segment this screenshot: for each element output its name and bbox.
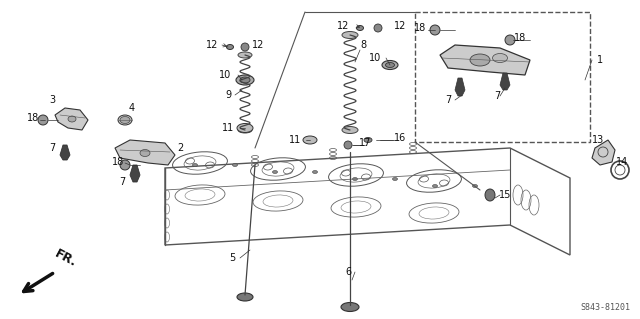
Ellipse shape [341,302,359,311]
Ellipse shape [68,116,76,122]
Ellipse shape [237,293,253,301]
Polygon shape [130,165,140,182]
Text: 15: 15 [499,190,511,200]
Text: 9: 9 [225,90,231,100]
Ellipse shape [485,189,495,201]
Ellipse shape [140,150,150,157]
Text: 11: 11 [289,135,301,145]
Polygon shape [455,78,465,96]
Text: 10: 10 [219,70,231,80]
Ellipse shape [312,170,317,174]
Text: 18: 18 [112,157,124,167]
Text: 8: 8 [360,40,366,50]
Ellipse shape [118,115,132,125]
Circle shape [430,25,440,35]
Text: 3: 3 [49,95,55,105]
Text: 4: 4 [129,103,135,113]
Text: 7: 7 [494,91,500,101]
Text: FR.: FR. [52,248,79,270]
Polygon shape [592,140,615,165]
Text: 6: 6 [345,267,351,277]
Ellipse shape [385,63,394,68]
Text: 18: 18 [514,33,526,43]
Ellipse shape [433,184,438,188]
Ellipse shape [364,137,372,143]
Ellipse shape [342,127,358,133]
Text: S843-81201: S843-81201 [580,303,630,312]
Text: 16: 16 [394,133,406,143]
Ellipse shape [382,61,398,70]
Text: 7: 7 [49,143,55,153]
Ellipse shape [353,177,358,181]
Ellipse shape [493,54,508,63]
Text: 13: 13 [592,135,604,145]
Bar [415,12,590,142]
Ellipse shape [236,75,254,85]
Ellipse shape [273,170,278,174]
Ellipse shape [470,54,490,66]
Ellipse shape [240,77,250,83]
Ellipse shape [193,164,198,167]
Ellipse shape [356,26,364,31]
Text: 10: 10 [369,53,381,63]
Ellipse shape [303,136,317,144]
Polygon shape [440,45,530,75]
Circle shape [344,141,352,149]
Text: 11: 11 [222,123,234,133]
Ellipse shape [238,127,252,133]
Circle shape [374,24,382,32]
Text: 1: 1 [597,55,603,65]
Polygon shape [55,108,88,130]
Text: 2: 2 [177,143,183,153]
Polygon shape [115,140,175,165]
Ellipse shape [227,44,234,49]
Ellipse shape [472,184,477,188]
Ellipse shape [232,164,237,167]
Circle shape [120,160,130,170]
Text: 14: 14 [616,157,628,167]
Ellipse shape [342,32,358,39]
Text: 12: 12 [206,40,218,50]
Circle shape [505,35,515,45]
Circle shape [38,115,48,125]
Text: 17: 17 [359,138,371,148]
Text: 5: 5 [229,253,235,263]
Text: 18: 18 [414,23,426,33]
Ellipse shape [392,177,397,181]
Polygon shape [500,73,510,90]
Ellipse shape [238,52,252,58]
Text: 12: 12 [252,40,264,50]
Text: 7: 7 [445,95,451,105]
Text: 12: 12 [394,21,406,31]
Ellipse shape [120,116,130,123]
Circle shape [241,43,249,51]
Ellipse shape [237,123,253,132]
Text: 12: 12 [337,21,349,31]
Text: 18: 18 [27,113,39,123]
Text: 7: 7 [119,177,125,187]
Polygon shape [60,145,70,160]
